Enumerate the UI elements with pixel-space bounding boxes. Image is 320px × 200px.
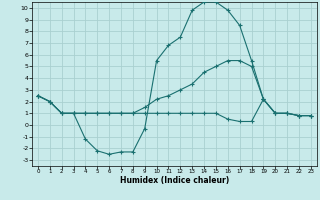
X-axis label: Humidex (Indice chaleur): Humidex (Indice chaleur) (120, 176, 229, 185)
